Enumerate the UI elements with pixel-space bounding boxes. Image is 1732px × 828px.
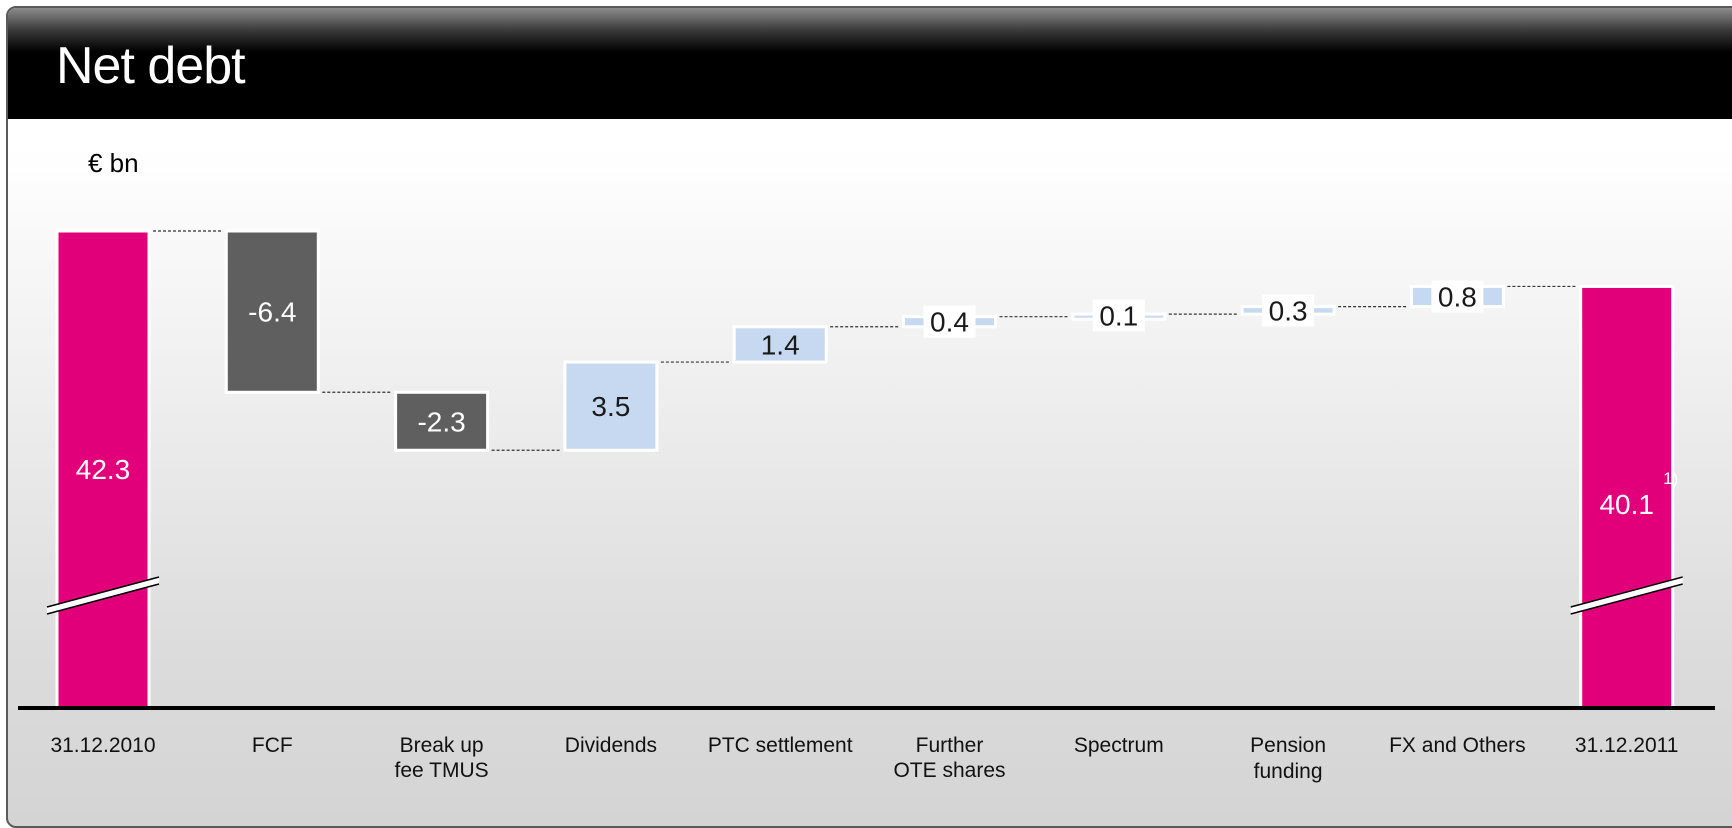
x-tick-label: Dividends xyxy=(565,734,657,757)
page-title: Net debt xyxy=(56,37,246,95)
bar-4 xyxy=(732,325,828,364)
value-label: -6.4 xyxy=(248,297,296,328)
axis-break-line xyxy=(1570,576,1683,608)
x-tick-label: Pension xyxy=(1250,734,1326,757)
value-label-pad xyxy=(923,305,976,338)
value-label: 0.1 xyxy=(1099,300,1138,331)
x-tick-label: FCF xyxy=(252,734,293,757)
value-label-pad xyxy=(1431,280,1484,313)
value-label: -2.3 xyxy=(417,406,465,437)
x-tick-label: 31.12.2010 xyxy=(50,734,155,757)
value-label: 1.4 xyxy=(761,329,800,360)
axis-break-line xyxy=(46,583,160,615)
value-label: 42.3 xyxy=(76,454,131,485)
x-tick-label: FX and Others xyxy=(1389,734,1526,757)
unit-label: € bn xyxy=(88,148,139,178)
x-tick-label: funding xyxy=(1254,760,1323,783)
axis-break-marker xyxy=(47,577,159,614)
value-label-pad xyxy=(1092,299,1145,332)
bar-1 xyxy=(224,229,320,394)
bar-2 xyxy=(394,390,490,452)
bar-3 xyxy=(563,360,659,452)
value-label: 0.8 xyxy=(1438,282,1477,313)
x-tick-label: fee TMUS xyxy=(395,759,489,782)
value-label: 0.3 xyxy=(1269,295,1308,326)
axis-break-marker xyxy=(1570,577,1683,614)
value-label-pad xyxy=(1262,294,1315,327)
value-label: 3.5 xyxy=(591,391,630,422)
bar-9 xyxy=(1579,284,1675,710)
x-tick-label: Further xyxy=(916,734,984,757)
value-label: 0.4 xyxy=(930,307,969,338)
x-tick-label: 31.12.2011 xyxy=(1575,734,1679,757)
bar-0 xyxy=(55,229,151,710)
axis-break-line xyxy=(1570,583,1683,615)
x-tick-label: PTC settlement xyxy=(708,734,853,757)
x-tick-label: Break up xyxy=(400,734,484,757)
footnote-mark: 1) xyxy=(1663,469,1678,488)
title-bar: Net debt xyxy=(8,8,1732,119)
x-tick-label: OTE shares xyxy=(893,759,1005,782)
axis-break-line xyxy=(46,576,160,608)
value-label: 40.1 xyxy=(1599,489,1654,520)
x-tick-label: Spectrum xyxy=(1074,734,1164,757)
slide: Net debt € bn xyxy=(6,6,1732,828)
